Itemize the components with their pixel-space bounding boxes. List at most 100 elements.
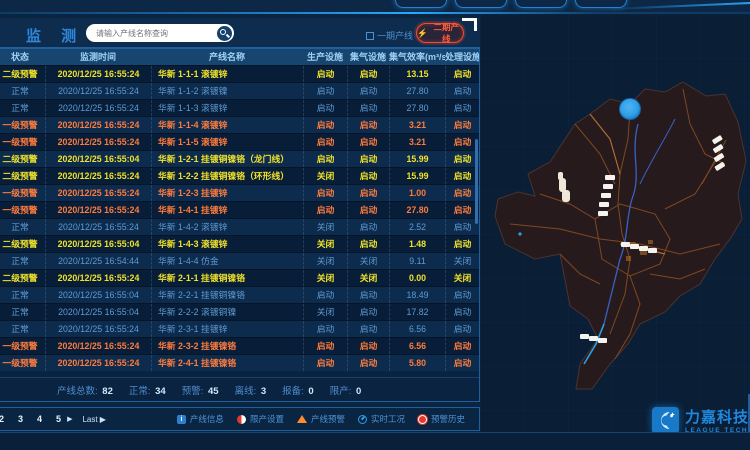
legend-button[interactable]: 预警历史 <box>417 413 465 425</box>
cell-gas-facility: 启动 <box>347 100 389 116</box>
top-tab[interactable] <box>395 0 447 8</box>
table-row[interactable]: 正常 2020/12/25 16:55:04 华新 2-2-2 滚镀铜镍 关闭 … <box>0 303 479 320</box>
cell-gas-facility: 启动 <box>347 219 389 235</box>
table-row[interactable]: 一级预警 2020/12/25 16:55:24 华新 1-4-1 挂镀锌 启动… <box>0 201 479 218</box>
cell-monitor-time: 2020/12/25 16:55:24 <box>45 168 151 184</box>
cell-production-facility: 启动 <box>303 202 347 218</box>
district-map-panel[interactable]: 力嘉科技 LEAGUE TECH <box>480 14 750 450</box>
landmark-blob <box>558 172 570 202</box>
cell-monitor-time: 2020/12/25 16:55:24 <box>45 321 151 337</box>
bottom-bar: 2 3 4 5 ▶ Last ▶ i 产线信息 限产设置 产线预警 实时工况 预… <box>0 407 480 431</box>
phase1-checkbox[interactable]: 一期产线 <box>366 29 413 42</box>
realtime-gauge-icon <box>357 414 367 424</box>
cell-status: 二级预警 <box>2 171 38 181</box>
cell-monitor-time: 2020/12/25 16:55:04 <box>45 304 151 320</box>
alarm-location-marker[interactable] <box>619 98 641 120</box>
legend-button[interactable]: 实时工况 <box>357 413 405 425</box>
table-row[interactable]: 一级预警 2020/12/25 16:55:24 华新 1-1-4 滚镀锌 启动… <box>0 116 479 133</box>
cell-status: 一级预警 <box>2 358 38 368</box>
table-row[interactable]: 二级预警 2020/12/25 16:55:04 华新 1-2-1 挂镀铜镍铬（… <box>0 150 479 167</box>
cell-treatment-facility: 启动 <box>445 236 479 252</box>
cell-monitor-time: 2020/12/25 16:55:24 <box>45 270 151 286</box>
cell-status: 一级预警 <box>2 120 38 130</box>
cell-treatment-facility: 启动 <box>445 355 479 371</box>
cell-gas-efficiency: 5.80 <box>389 355 445 371</box>
logo-icon <box>652 406 679 434</box>
logo-name-cn: 力嘉科技 <box>685 409 750 426</box>
decorative-swoosh <box>606 1 750 11</box>
cell-production-facility: 关闭 <box>303 304 347 320</box>
search-icon-handle <box>226 33 230 38</box>
cell-gas-efficiency: 13.15 <box>389 66 445 82</box>
column-header: 状态 <box>10 52 29 62</box>
cell-line-name: 华新 1-4-3 滚镀锌 <box>151 236 303 252</box>
cell-treatment-facility: 启动 <box>445 117 479 133</box>
cell-line-name: 华新 1-2-3 挂镀锌 <box>151 185 303 201</box>
top-tab[interactable] <box>515 0 567 8</box>
table-row[interactable]: 一级预警 2020/12/25 16:55:24 华新 2-3-2 挂镀镍铬 启… <box>0 337 479 354</box>
cell-production-facility: 启动 <box>303 287 347 303</box>
cell-treatment-facility: 启动 <box>445 66 479 82</box>
cell-monitor-time: 2020/12/25 16:55:24 <box>45 83 151 99</box>
scrollbar-thumb[interactable] <box>475 139 478 224</box>
page-number-button[interactable]: 3 <box>18 414 24 424</box>
column-header: 产线名称 <box>208 52 245 62</box>
table-row[interactable]: 正常 2020/12/25 16:54:44 华新 1-4-4 仿金 关闭 关闭… <box>0 252 479 269</box>
legend-button[interactable]: 限产设置 <box>236 413 284 425</box>
cell-gas-efficiency: 1.48 <box>389 236 445 252</box>
production-line-table: 状态 监测时间 产线名称 生产设施 集气设施 集气效率(m³/s) 处理设施 二级预警 20… <box>0 48 480 402</box>
cell-monitor-time: 2020/12/25 16:55:04 <box>45 287 151 303</box>
map-marker-chips <box>580 135 726 343</box>
corner-bracket-decoration <box>462 18 477 31</box>
search-button[interactable] <box>217 25 232 41</box>
cell-gas-facility: 启动 <box>347 185 389 201</box>
cell-line-name: 华新 2-4-1 挂镀镍铬 <box>151 355 303 371</box>
cell-gas-facility: 启动 <box>347 236 389 252</box>
cell-production-facility: 关闭 <box>303 168 347 184</box>
legend-button[interactable]: 产线预警 <box>296 413 345 425</box>
cell-production-facility: 启动 <box>303 338 347 354</box>
cell-gas-efficiency: 27.80 <box>389 100 445 116</box>
table-row[interactable]: 二级预警 2020/12/25 16:55:24 华新 2-1-1 挂镀铜镍铬 … <box>0 269 479 286</box>
page-number-button[interactable]: 5 <box>56 414 62 424</box>
cell-production-facility: 启动 <box>303 355 347 371</box>
summary-stat: 离线: 3 <box>234 385 267 397</box>
summary-stat: 报备: 0 <box>282 385 314 397</box>
table-row[interactable]: 正常 2020/12/25 16:55:24 华新 1-4-2 滚镀锌 关闭 启… <box>0 218 479 235</box>
cell-gas-facility: 启动 <box>347 151 389 167</box>
next-page-button[interactable]: ▶ <box>67 416 73 423</box>
cell-gas-facility: 关闭 <box>347 253 389 269</box>
cell-line-name: 华新 1-2-2 挂镀铜镍铬（环形线） <box>151 168 303 184</box>
cell-monitor-time: 2020/12/25 16:55:24 <box>45 355 151 371</box>
table-row[interactable]: 二级预警 2020/12/25 16:55:04 华新 1-4-3 滚镀锌 关闭… <box>0 235 479 252</box>
cell-gas-efficiency: 9.11 <box>389 253 445 269</box>
legend-button[interactable]: i 产线信息 <box>176 413 224 425</box>
cell-status: 正常 <box>11 324 29 334</box>
table-row[interactable]: 一级预警 2020/12/25 16:55:24 华新 1-1-5 滚镀锌 启动… <box>0 133 479 150</box>
river <box>603 118 676 325</box>
table-row[interactable]: 一级预警 2020/12/25 16:55:24 华新 1-2-3 挂镀锌 启动… <box>0 184 479 201</box>
table-row[interactable]: 一级预警 2020/12/25 16:55:24 华新 2-4-1 挂镀镍铬 启… <box>0 354 479 371</box>
page-number-button[interactable]: 2 <box>0 414 5 424</box>
table-row[interactable]: 正常 2020/12/25 16:55:24 华新 1-1-2 滚镀镍 启动 启… <box>0 82 479 99</box>
cell-treatment-facility: 关闭 <box>445 253 479 269</box>
cell-gas-facility: 启动 <box>347 338 389 354</box>
last-page-button[interactable]: Last ▶ <box>82 414 106 424</box>
cell-line-name: 华新 2-1-1 挂镀铜镍铬 <box>151 270 303 286</box>
page-number-button[interactable]: 4 <box>37 414 43 424</box>
cell-monitor-time: 2020/12/25 16:55:04 <box>45 151 151 167</box>
table-row[interactable]: 二级预警 2020/12/25 16:55:24 华新 1-1-1 滚镀锌 启动… <box>0 65 479 82</box>
cell-gas-facility: 启动 <box>347 66 389 82</box>
top-tab[interactable] <box>455 0 507 8</box>
cell-monitor-time: 2020/12/25 16:55:24 <box>45 338 151 354</box>
table-row[interactable]: 正常 2020/12/25 16:55:24 华新 1-1-3 滚镀锌 启动 启… <box>0 99 479 116</box>
table-row[interactable]: 二级预警 2020/12/25 16:55:24 华新 1-2-2 挂镀铜镍铬（… <box>0 167 479 184</box>
search-input[interactable] <box>96 28 217 38</box>
table-row[interactable]: 正常 2020/12/25 16:55:04 华新 2-2-1 挂镀铜镍铬 启动… <box>0 286 479 303</box>
cell-gas-facility: 启动 <box>347 134 389 150</box>
table-row[interactable]: 正常 2020/12/25 16:55:24 华新 2-3-1 挂镀锌 启动 启… <box>0 320 479 337</box>
cell-production-facility: 关闭 <box>303 270 347 286</box>
cell-treatment-facility: 关闭 <box>445 270 479 286</box>
phase2-button[interactable]: ⚡ 二期产线 <box>416 22 464 44</box>
table-body: 二级预警 2020/12/25 16:55:24 华新 1-1-1 滚镀锌 启动… <box>0 65 479 371</box>
